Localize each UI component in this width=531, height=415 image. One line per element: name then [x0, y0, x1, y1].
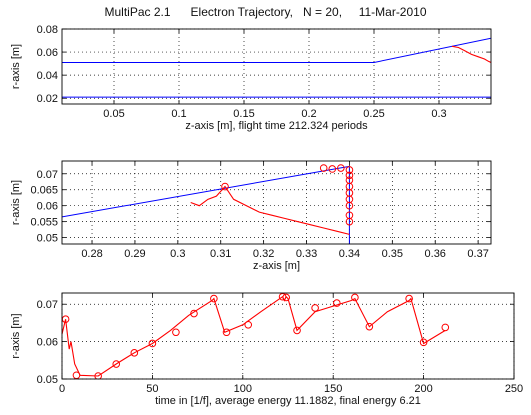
figure-title: MultiPac 2.1 Electron Trajectory, N = 20… — [104, 5, 427, 19]
x-tick-label: 200 — [414, 383, 432, 395]
plot-trajectory-zoom: 0.28 0.29 0.3 0.31 0.32 0.33 0.34 0.35 0.36 0.37 0… — [10, 160, 492, 272]
x-tick-label: 0.3 — [431, 108, 446, 120]
axes-frame — [61, 292, 515, 380]
plot-area — [62, 164, 354, 244]
y-axis-label: r-axis [m] — [10, 313, 22, 358]
y-tick-label: 0.065 — [30, 185, 58, 197]
axes-frame — [61, 28, 492, 105]
y-tick-label: 0.02 — [37, 93, 58, 105]
x-tick-label: 0.05 — [103, 108, 124, 120]
plot-area — [62, 37, 491, 98]
impact-marker — [345, 201, 354, 210]
y-tick-label: 0.05 — [37, 233, 58, 245]
impact-marker — [222, 328, 231, 337]
y-tick-label: 0.08 — [37, 24, 58, 36]
impact-marker — [441, 323, 450, 332]
impact-marker — [345, 171, 354, 180]
x-tick-label: 0.37 — [467, 248, 488, 260]
x-axis-label: time in [1/f], average energy 11.1882, f… — [155, 395, 421, 407]
trajectory-line — [451, 45, 491, 63]
impact-marker — [333, 299, 341, 307]
impact-marker — [328, 165, 337, 173]
impact-marker — [112, 360, 121, 368]
axes-frame — [61, 160, 492, 245]
plot-area — [62, 293, 450, 379]
x-tick-label: 100 — [234, 383, 252, 395]
x-tick-label: 0.35 — [382, 248, 403, 260]
y-tick-label: 0.04 — [37, 70, 58, 82]
plot-trajectory-overview: 0.05 0.1 0.15 0.2 0.25 0.3 0.02 0.04 0.06 0.08 z-a… — [10, 24, 492, 132]
x-tick-label: 0 — [59, 383, 65, 395]
x-axis-label: z-axis [m] — [253, 260, 300, 272]
impact-marker — [221, 182, 229, 191]
y-axis-label: r-axis [m] — [10, 44, 22, 89]
impact-marker — [293, 326, 301, 335]
x-tick-label: 0.34 — [339, 248, 360, 260]
x-tick-label: 0.28 — [81, 248, 102, 260]
x-tick-label: 0.29 — [124, 248, 145, 260]
x-tick-label: 150 — [324, 383, 342, 395]
x-tick-label: 0.33 — [296, 248, 317, 260]
x-tick-label: 0.2 — [301, 108, 316, 120]
impact-marker — [94, 372, 102, 379]
plot-radius-vs-time: 0 50 100 150 200 250 0.05 0.06 0.07 time in [1/f]… — [10, 292, 523, 407]
y-tick-label: 0.05 — [37, 374, 58, 386]
x-tick-label: 0.3 — [170, 248, 185, 260]
impact-marker — [244, 320, 253, 329]
x-tick-label: 50 — [146, 383, 158, 395]
impact-marker — [365, 322, 374, 331]
x-tick-label: 0.1 — [171, 108, 186, 120]
geometry-boundary-line — [62, 165, 350, 218]
x-tick-label: 0.25 — [363, 108, 384, 120]
impact-marker — [148, 339, 157, 348]
y-tick-label: 0.07 — [37, 169, 58, 181]
impact-marker — [345, 217, 354, 226]
impact-marker — [319, 164, 328, 172]
y-axis-label: r-axis [m] — [10, 180, 22, 225]
y-tick-label: 0.06 — [37, 47, 58, 59]
x-tick-label: 0.31 — [210, 248, 231, 260]
impact-marker — [210, 294, 218, 303]
impact-marker — [337, 164, 345, 172]
impact-marker — [172, 328, 180, 337]
y-tick-label: 0.06 — [37, 337, 58, 349]
x-axis-label: z-axis [m], flight time 212.324 periods — [185, 120, 368, 132]
impact-marker — [419, 338, 428, 347]
impact-marker — [405, 294, 413, 303]
x-tick-label: 250 — [505, 383, 523, 395]
x-tick-label: 0.15 — [233, 108, 254, 120]
y-tick-label: 0.055 — [30, 217, 58, 229]
impact-marker — [130, 349, 139, 357]
y-tick-label: 0.07 — [37, 299, 58, 311]
impact-marker — [190, 309, 198, 318]
impact-marker — [311, 304, 319, 312]
trajectory-line — [190, 185, 350, 235]
x-tick-label: 0.32 — [253, 248, 274, 260]
y-tick-label: 0.06 — [37, 201, 58, 213]
impact-marker — [282, 293, 290, 302]
impact-marker — [351, 293, 359, 302]
impact-marker — [345, 166, 354, 174]
x-tick-label: 0.36 — [425, 248, 446, 260]
trajectory-line — [62, 295, 446, 377]
